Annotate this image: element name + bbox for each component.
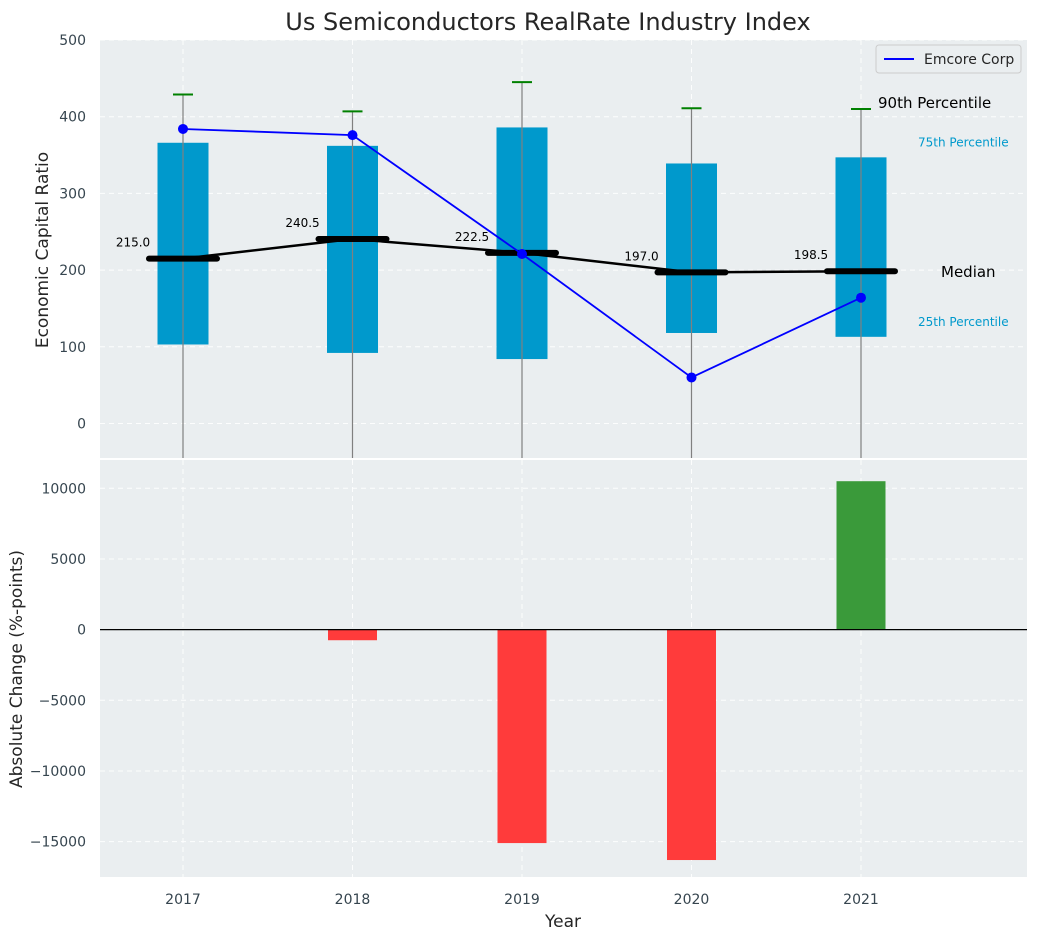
legend-label: Emcore Corp — [924, 52, 1014, 68]
x-tick-label: 2020 — [674, 892, 710, 908]
bottom-y-tick-label: −15000 — [30, 835, 86, 851]
series-point — [856, 292, 866, 303]
top-y-axis-label: Economic Capital Ratio — [33, 152, 53, 348]
bottom-y-tick-label: 0 — [77, 623, 86, 639]
top-y-ticks: 0 100 200 300 400 500 — [59, 33, 86, 432]
median-value-label: 197.0 — [624, 249, 658, 263]
top-y-tick-label: 200 — [59, 263, 86, 279]
percentile-annotations: 90th Percentile 75th Percentile Median 2… — [878, 94, 1009, 329]
legend-box — [875, 44, 1022, 74]
top-y-tick-label: 400 — [59, 110, 86, 126]
change-bar — [667, 629, 716, 861]
series-point — [178, 123, 188, 134]
change-bars — [100, 481, 1027, 861]
annotation-25th: 25th Percentile — [918, 315, 1009, 329]
series-point — [347, 130, 358, 141]
top-y-tick-label: 300 — [59, 186, 86, 202]
top-y-tick-label: 500 — [59, 33, 86, 49]
change-bar — [328, 629, 377, 641]
x-tick-label: 2019 — [504, 892, 540, 908]
x-axis-label: Year — [544, 912, 581, 932]
annotation-75th: 75th Percentile — [918, 135, 1009, 149]
x-ticks: 2017 2018 2019 2020 2021 — [165, 892, 879, 908]
x-tick-label: 2017 — [165, 892, 201, 908]
bottom-panel-background — [100, 460, 1027, 877]
bottom-y-tick-label: 5000 — [50, 552, 86, 568]
annotation-median: Median — [941, 263, 996, 281]
series-point — [686, 372, 697, 383]
median-value-label: 222.5 — [455, 230, 489, 244]
bottom-y-tick-label: −5000 — [39, 693, 86, 709]
annotation-90th: 90th Percentile — [878, 94, 991, 112]
bottom-y-ticks: −15000 −10000 −5000 0 5000 10000 — [30, 481, 86, 850]
bottom-y-tick-label: −10000 — [30, 764, 86, 780]
x-tick-label: 2021 — [843, 892, 879, 908]
change-bar — [497, 629, 547, 844]
series-line — [178, 123, 866, 383]
median-value-label: 215.0 — [116, 236, 150, 250]
bottom-y-tick-label: 10000 — [41, 481, 86, 497]
top-panel: 0 100 200 300 400 500 215.0 240.5 222.5 197.0 198… — [33, 33, 1027, 458]
top-y-tick-label: 100 — [59, 340, 86, 356]
change-bar — [836, 481, 886, 630]
boxes — [157, 81, 887, 458]
top-y-tick-label: 0 — [77, 416, 86, 432]
bottom-y-axis-label: Absolute Change (%-points) — [7, 550, 27, 788]
chart-title: Us Semiconductors RealRate Industry Inde… — [285, 8, 810, 36]
median-value-label: 198.5 — [794, 248, 828, 262]
x-tick-label: 2018 — [335, 892, 371, 908]
median-value-label: 240.5 — [285, 216, 319, 230]
legend: Emcore Corp — [875, 44, 1022, 74]
bottom-panel: −15000 −10000 −5000 0 5000 10000 2017 2018 2019… — [7, 460, 1027, 932]
series-point — [517, 248, 527, 259]
